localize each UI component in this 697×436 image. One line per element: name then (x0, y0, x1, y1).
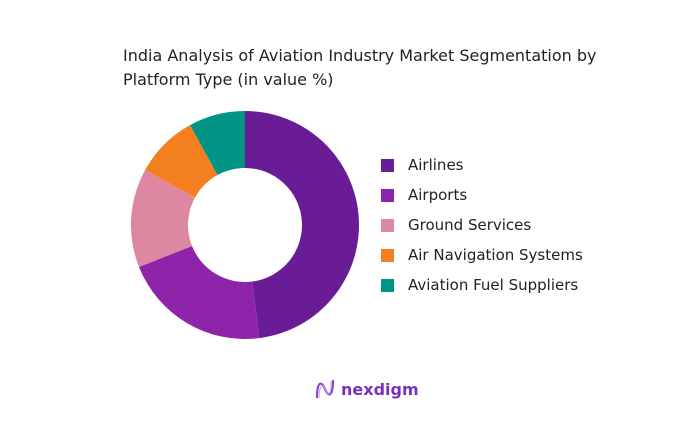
legend-label: Airports (408, 186, 468, 204)
legend-swatch (381, 158, 394, 172)
slice-ground-services (131, 170, 196, 267)
legend-swatch (381, 248, 394, 262)
legend-label: Aviation Fuel Suppliers (408, 276, 579, 294)
legend-swatch (381, 218, 394, 232)
legend-item: Airports (381, 180, 583, 210)
legend-label: Air Navigation Systems (408, 246, 583, 264)
legend-item: Ground Services (381, 210, 583, 240)
legend-label: Airlines (408, 156, 464, 174)
legend-item: Airlines (381, 150, 583, 180)
slice-airlines (245, 111, 359, 339)
wave-logo-icon (315, 379, 335, 399)
legend-item: Air Navigation Systems (381, 240, 583, 270)
legend: Airlines Airports Ground Services Air Navig… (381, 150, 583, 300)
slice-airports (139, 245, 260, 340)
legend-swatch (381, 278, 394, 292)
brand-logo: nexdigm (315, 378, 419, 400)
slice-aviation-fuel-suppliers (190, 111, 245, 176)
legend-swatch (381, 188, 394, 202)
slice-air-navigation-systems (145, 125, 218, 198)
chart-title: India Analysis of Aviation Industry Mark… (123, 46, 597, 89)
legend-label: Ground Services (408, 216, 532, 234)
brand-name: nexdigm (341, 379, 419, 399)
legend-item: Aviation Fuel Suppliers (381, 270, 583, 300)
